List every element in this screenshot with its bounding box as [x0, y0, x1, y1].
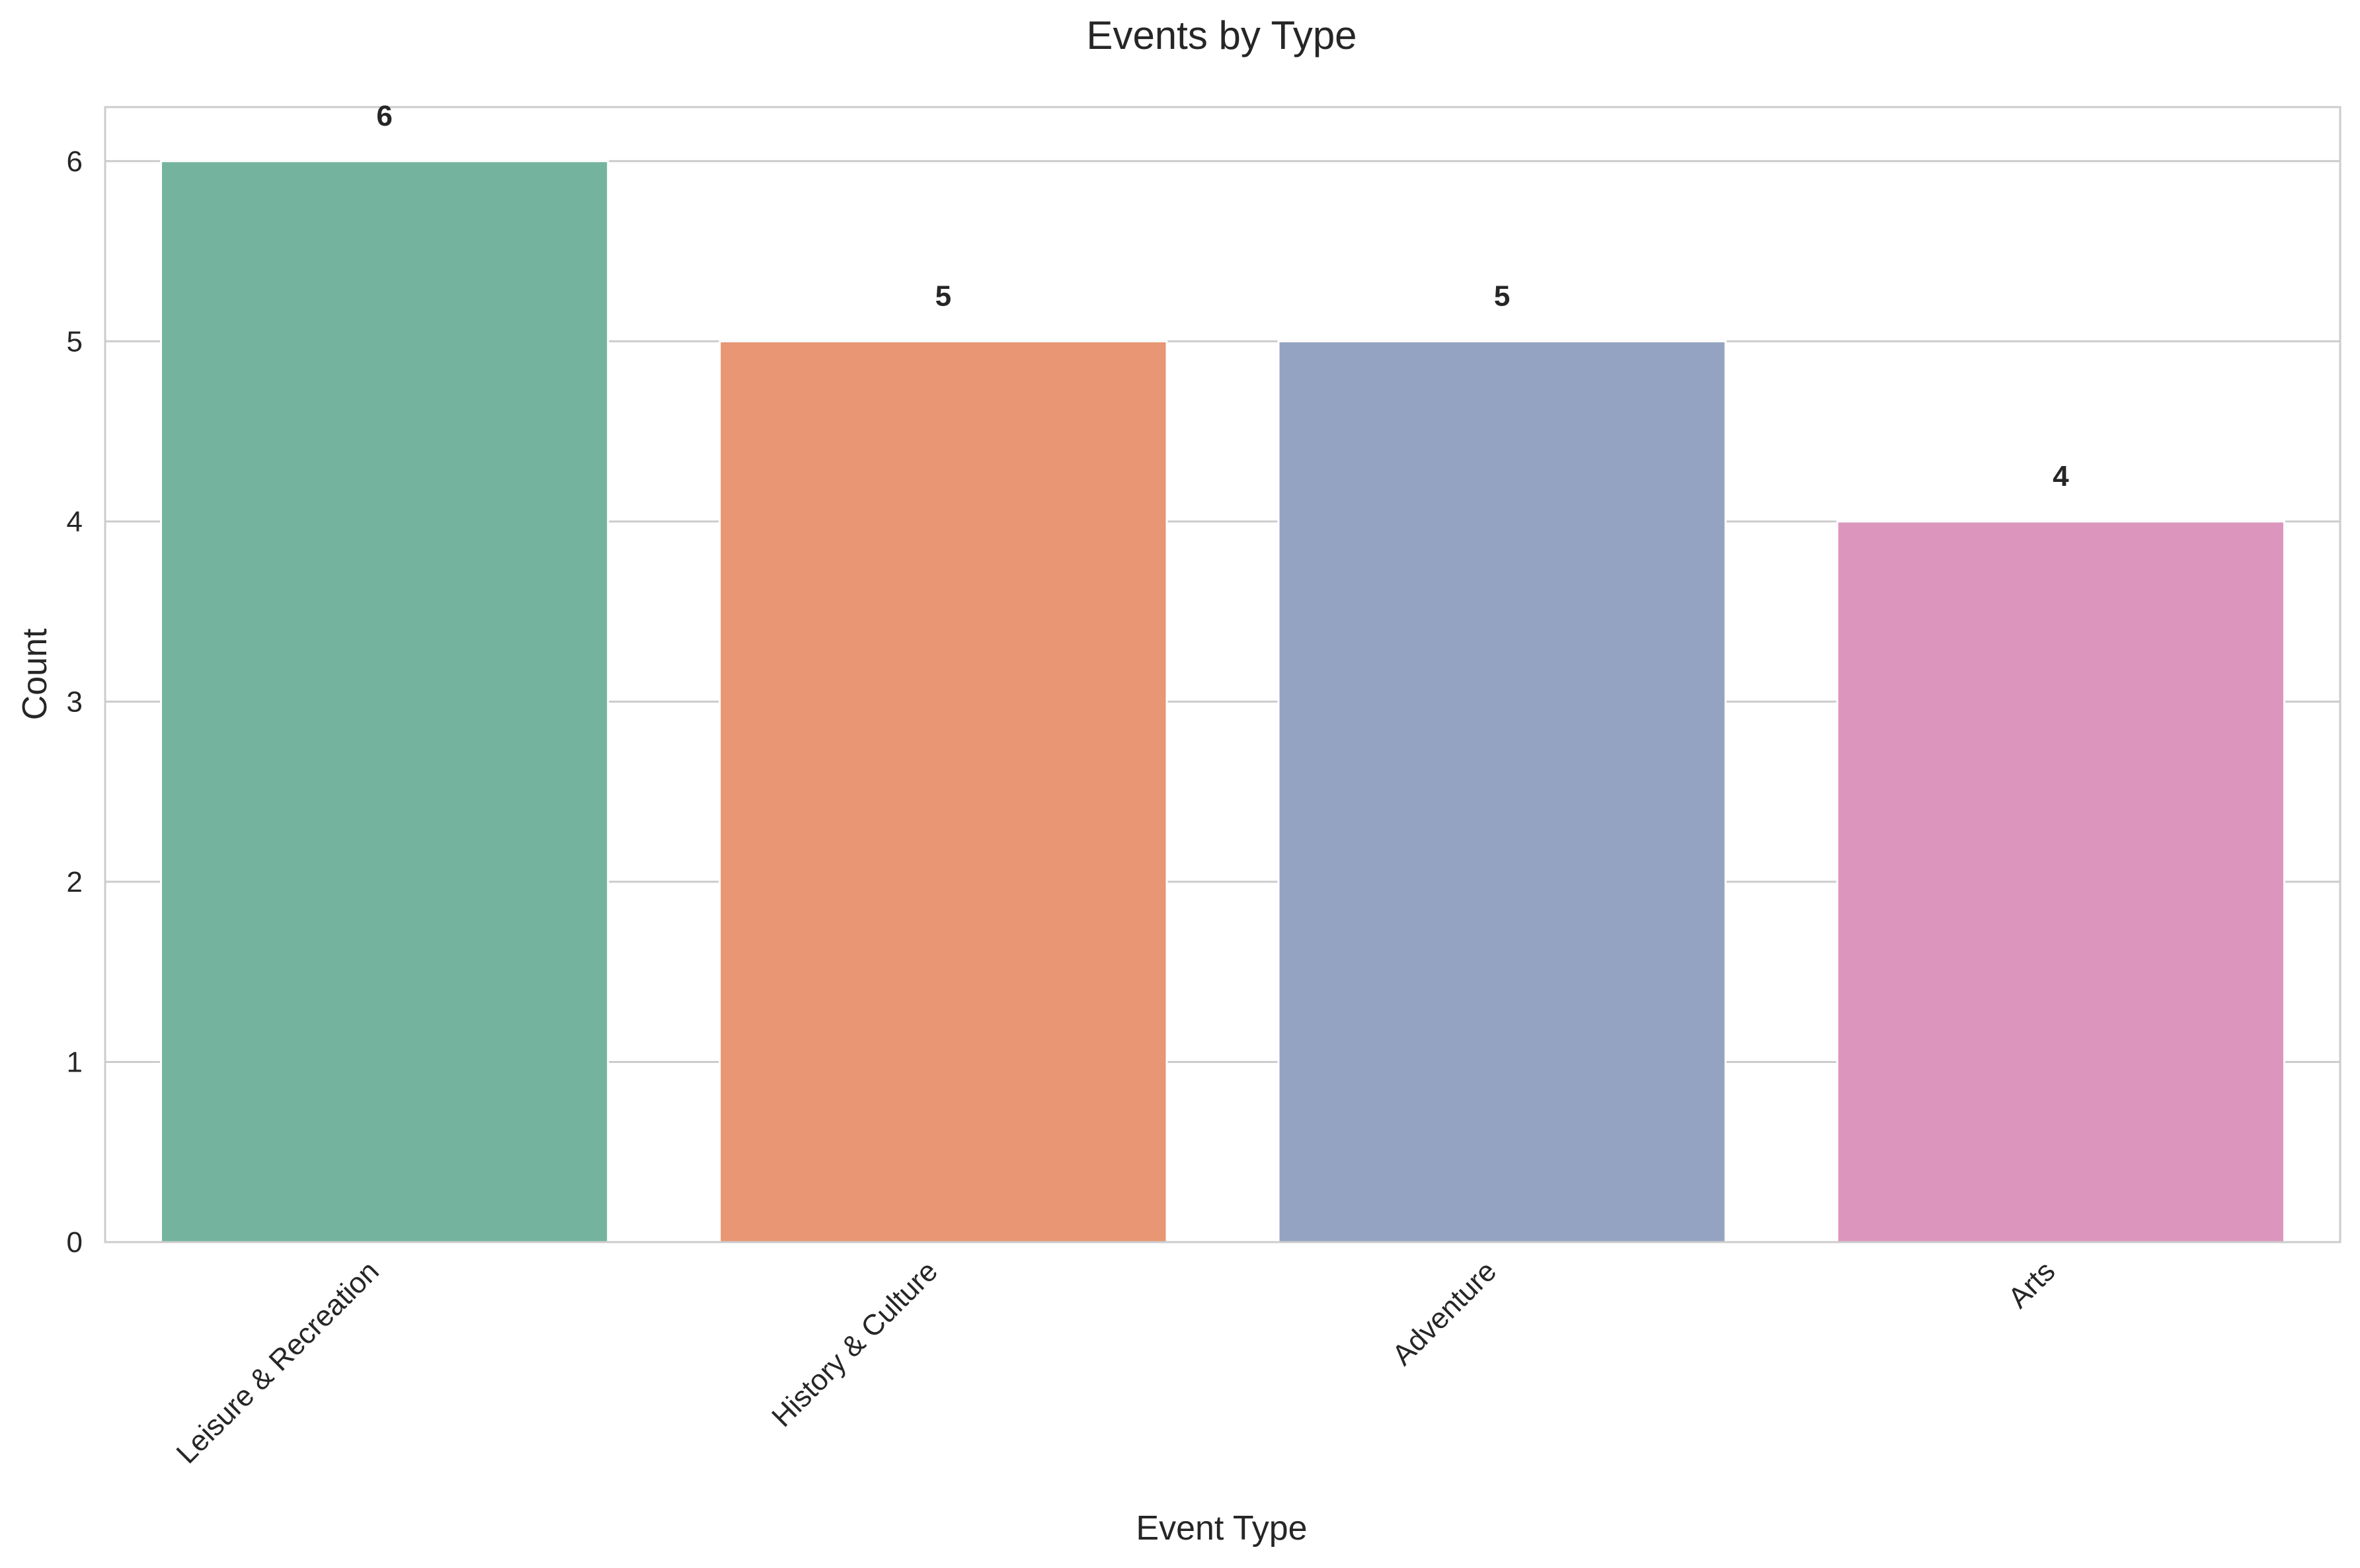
- data-label: 5: [935, 280, 951, 312]
- y-axis-title: Count: [16, 628, 54, 720]
- y-tick-label: 1: [67, 1046, 83, 1078]
- plot-frame: [104, 106, 2341, 1243]
- y-tick-label: 2: [67, 866, 83, 898]
- y-tick-label: 0: [67, 1226, 83, 1259]
- data-label: 5: [1494, 280, 1510, 312]
- y-tick-label: 6: [67, 145, 83, 178]
- bar: [160, 160, 610, 1243]
- x-axis-title: Event Type: [1136, 1509, 1307, 1548]
- data-label: 4: [2053, 460, 2069, 492]
- y-tick-label: 5: [67, 325, 83, 358]
- bar: [1836, 520, 2285, 1243]
- y-tick-label: 3: [67, 686, 83, 718]
- bar: [719, 340, 1168, 1243]
- chart-title: Events by Type: [1086, 13, 1357, 58]
- y-tick-label: 4: [67, 506, 83, 538]
- data-labels: 6 5 5 4: [376, 100, 2069, 492]
- y-tick-labels: 0 1 2 3 4 5 6: [67, 145, 83, 1259]
- data-label: 6: [376, 100, 392, 132]
- bar: [1277, 340, 1727, 1243]
